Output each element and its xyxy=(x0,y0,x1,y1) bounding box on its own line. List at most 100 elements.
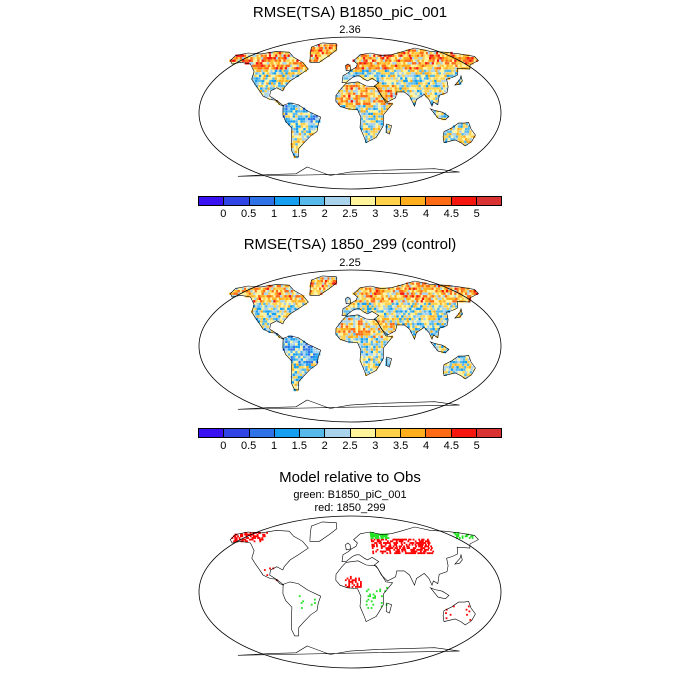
map-cell xyxy=(397,552,399,555)
map-cell xyxy=(365,92,368,95)
map-cell xyxy=(380,112,384,116)
map-cell xyxy=(345,328,348,331)
map-cell xyxy=(378,59,381,62)
map-cell xyxy=(400,312,404,316)
map-cell xyxy=(272,51,276,55)
map-cell xyxy=(354,292,358,295)
map-cell xyxy=(348,582,351,585)
map-cell xyxy=(279,77,282,80)
map-cell xyxy=(372,292,375,295)
map-cell xyxy=(392,54,395,57)
map-cell xyxy=(272,292,275,295)
map-cell xyxy=(444,297,447,300)
map-cell xyxy=(429,552,432,555)
map-cell xyxy=(432,325,435,328)
map-cell xyxy=(446,54,449,57)
map-cell xyxy=(454,292,457,295)
map-cell xyxy=(367,598,370,601)
map-cell xyxy=(396,69,399,73)
map-cell xyxy=(433,77,436,80)
map-cell xyxy=(283,315,286,318)
map-cell xyxy=(424,325,428,328)
map-cell xyxy=(315,127,319,131)
map-cell xyxy=(387,59,390,62)
map-cell xyxy=(469,138,473,141)
map-cell xyxy=(422,67,426,70)
map-cell xyxy=(415,312,418,316)
map-cell xyxy=(410,54,414,57)
map-cell xyxy=(363,290,366,293)
map-cell xyxy=(409,322,412,326)
map-cell xyxy=(445,617,448,620)
map-cell xyxy=(253,72,256,75)
map-cell xyxy=(404,322,407,326)
map-cell xyxy=(345,297,349,300)
map-cell xyxy=(378,102,381,105)
map-cell xyxy=(365,330,368,333)
map-cell xyxy=(281,77,285,80)
map-cell xyxy=(295,110,298,113)
map-cell xyxy=(458,79,461,83)
map-cell xyxy=(430,307,433,311)
map-cell xyxy=(262,89,265,93)
map-cell xyxy=(368,62,371,65)
map-cell xyxy=(288,122,291,126)
map-cell xyxy=(421,51,425,55)
map-cell xyxy=(420,290,423,293)
map-cell xyxy=(401,550,404,553)
map-cell xyxy=(250,290,253,293)
colorbar-tick-label: 1 xyxy=(270,440,278,452)
map-cell xyxy=(246,540,249,543)
map-cell xyxy=(417,92,420,95)
map-cell xyxy=(370,107,374,111)
map-cell xyxy=(441,112,444,116)
map-cell xyxy=(375,117,379,121)
colorbar-cell xyxy=(325,197,351,205)
map-cell xyxy=(291,133,294,136)
map-cell xyxy=(237,292,241,295)
map-cell xyxy=(417,287,420,290)
map-cell xyxy=(437,307,440,311)
map-cell xyxy=(305,355,308,359)
map-cell xyxy=(368,67,371,70)
map-cell xyxy=(285,343,288,346)
map-cell xyxy=(429,290,432,293)
map-cell xyxy=(300,300,303,303)
map-cell xyxy=(455,297,458,300)
map-cell xyxy=(435,84,438,88)
map-cell xyxy=(365,135,368,138)
map-cell xyxy=(459,310,462,313)
map-cell xyxy=(416,302,420,306)
map-cell xyxy=(356,59,360,62)
map-cell xyxy=(460,57,464,60)
map-cell xyxy=(343,325,346,328)
map-cell xyxy=(426,322,430,326)
map-cell xyxy=(317,284,320,288)
map-cell xyxy=(287,64,291,67)
map-cell xyxy=(261,92,264,95)
map-cell xyxy=(291,363,294,366)
map-cell xyxy=(447,292,451,295)
map-cell xyxy=(311,59,314,62)
map-cell xyxy=(467,57,470,60)
map-cell xyxy=(370,325,373,328)
map-cell xyxy=(414,543,417,546)
map-cell xyxy=(360,115,363,118)
map-cell xyxy=(452,371,456,374)
map-cell xyxy=(258,302,262,306)
map-cell xyxy=(265,77,268,80)
map-cell xyxy=(371,543,374,546)
map-cell xyxy=(424,72,428,75)
map-cell xyxy=(415,542,418,544)
map-cell xyxy=(266,300,269,303)
map-cell xyxy=(292,72,295,75)
map-cell xyxy=(376,77,379,80)
map-cell xyxy=(235,59,239,62)
map-cell xyxy=(375,330,378,333)
map-cell xyxy=(270,51,274,55)
map-cell xyxy=(413,67,417,70)
map-cell xyxy=(388,358,391,361)
map-cell xyxy=(431,300,435,303)
map-cell xyxy=(359,305,363,308)
map-cell xyxy=(307,115,311,118)
